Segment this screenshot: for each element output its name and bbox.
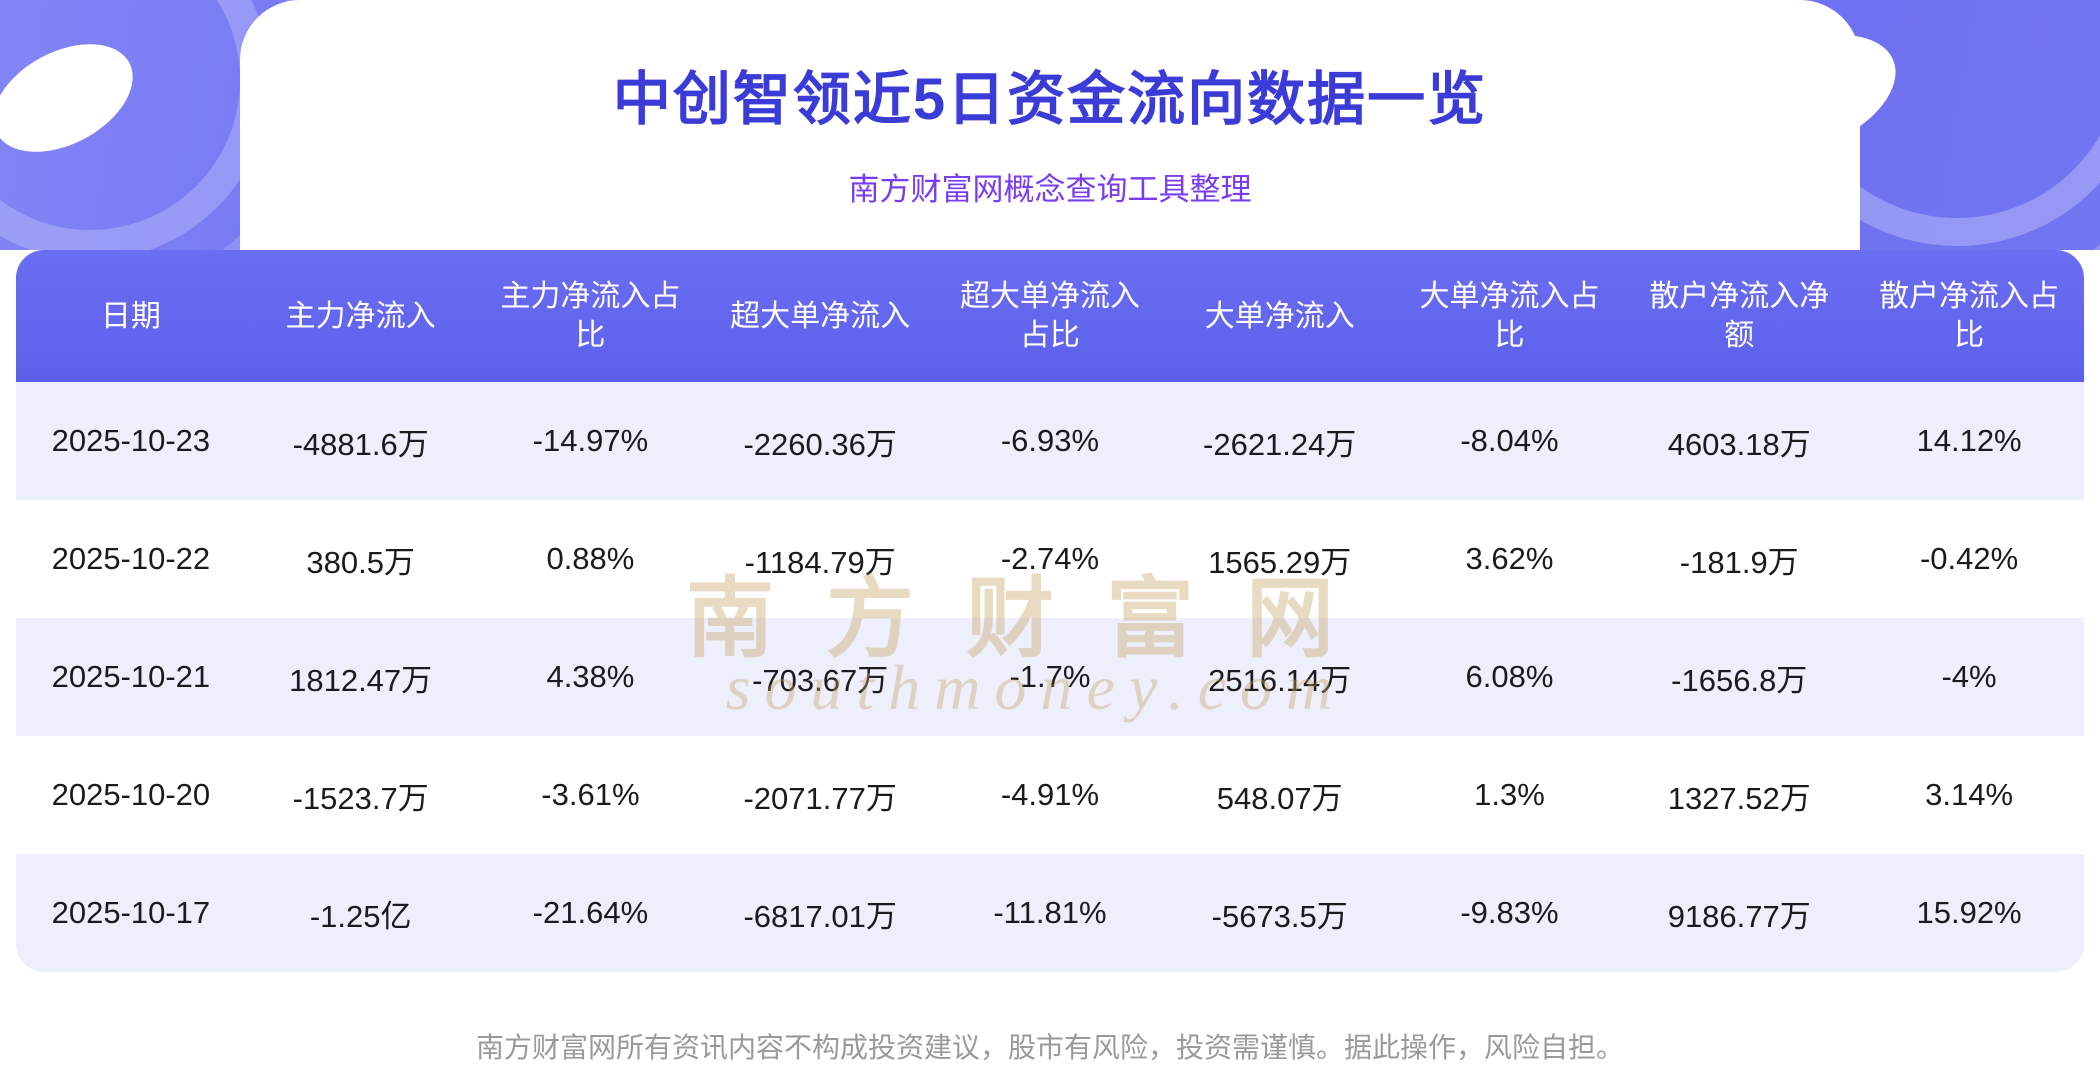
table-cell: 6.08% [1394,618,1625,736]
table-cell: -3.61% [475,736,706,854]
footer-disclaimer: 南方财富网所有资讯内容不构成投资建议，股市有风险，投资需谨慎。据此操作，风险自担… [475,1032,1624,1063]
table-cell: 4603.18万 [1624,382,1855,500]
column-header: 日期 [16,250,246,382]
fund-flow-table: 日期 主力净流入 主力净流入占比 超大单净流入 超大单净流入占比 大单净流入 大单净流入占比… [16,250,2084,972]
column-header: 主力净流入 [245,250,476,382]
table-cell: -8.04% [1394,382,1625,500]
table-row: 2025-10-21 1812.47万 4.38% -703.67万 -1.7% 2516… [16,618,2084,736]
column-header: 超大单净流入占比 [935,250,1165,382]
table-cell: -9.83% [1394,854,1625,972]
column-header: 大单净流入占比 [1394,250,1625,382]
table-cell: -6.93% [935,382,1165,500]
table-cell: -4881.6万 [245,382,476,500]
column-header: 超大单净流入 [705,250,936,382]
table-cell: 2516.14万 [1164,618,1395,736]
fund-flow-table-card: 日期 主力净流入 主力净流入占比 超大单净流入 超大单净流入占比 大单净流入 大单净流入占比… [16,250,2084,972]
table-cell: 1.3% [1394,736,1625,854]
table-cell: 1812.47万 [245,618,476,736]
page-subtitle: 南方财富网概念查询工具整理 [848,172,1252,207]
table-header: 日期 主力净流入 主力净流入占比 超大单净流入 超大单净流入占比 大单净流入 大单净流入占比… [16,250,2084,382]
table-row: 2025-10-23 -4881.6万 -14.97% -2260.36万 -6.93%… [16,382,2084,500]
table-cell: -0.42% [1854,500,2084,618]
table-row: 2025-10-17 -1.25亿 -21.64% -6817.01万 -11.81% -… [16,854,2084,972]
table-cell: 3.14% [1854,736,2084,854]
table-cell: 1565.29万 [1164,500,1395,618]
table-cell: -4% [1854,618,2084,736]
table-cell: -1184.79万 [705,500,936,618]
table-cell: 9186.77万 [1624,854,1855,972]
table-cell: -5673.5万 [1164,854,1395,972]
table-cell: 548.07万 [1164,736,1395,854]
table-cell: -21.64% [475,854,706,972]
table-cell: -181.9万 [1624,500,1855,618]
table-cell: 2025-10-22 [16,500,246,618]
page-title: 中创智领近5日资金流向数据一览 [612,67,1488,132]
table-cell: -1.25亿 [245,854,476,972]
table-cell: 1327.52万 [1624,736,1855,854]
table-cell: 2025-10-23 [16,382,246,500]
table-header-row: 日期 主力净流入 主力净流入占比 超大单净流入 超大单净流入占比 大单净流入 大单净流入占比… [16,250,2084,382]
table-cell: -1.7% [935,618,1165,736]
table-cell: -6817.01万 [705,854,936,972]
table-row: 2025-10-22 380.5万 0.88% -1184.79万 -2.74% 1565… [16,500,2084,618]
column-header: 散户净流入占比 [1854,250,2084,382]
table-cell: -2.74% [935,500,1165,618]
table-cell: -2621.24万 [1164,382,1395,500]
table-body: 2025-10-23 -4881.6万 -14.97% -2260.36万 -6.93%… [16,382,2084,972]
table-cell: -1656.8万 [1624,618,1855,736]
table-cell: 2025-10-21 [16,618,246,736]
table-cell: 14.12% [1854,382,2084,500]
column-header: 散户净流入净额 [1624,250,1855,382]
table-cell: -14.97% [475,382,706,500]
table-cell: -2071.77万 [705,736,936,854]
table-cell: -11.81% [935,854,1165,972]
table-row: 2025-10-20 -1523.7万 -3.61% -2071.77万 -4.91% 5… [16,736,2084,854]
column-header: 大单净流入 [1164,250,1395,382]
title-panel: 中创智领近5日资金流向数据一览 南方财富网概念查询工具整理 [240,0,1860,250]
table-cell: -2260.36万 [705,382,936,500]
table-cell: 0.88% [475,500,706,618]
column-header: 主力净流入占比 [475,250,706,382]
table-cell: -4.91% [935,736,1165,854]
table-cell: 2025-10-17 [16,854,246,972]
table-cell: 15.92% [1854,854,2084,972]
table-cell: 3.62% [1394,500,1625,618]
table-cell: -1523.7万 [245,736,476,854]
table-cell: 2025-10-20 [16,736,246,854]
table-cell: -703.67万 [705,618,936,736]
table-cell: 380.5万 [245,500,476,618]
table-cell: 4.38% [475,618,706,736]
